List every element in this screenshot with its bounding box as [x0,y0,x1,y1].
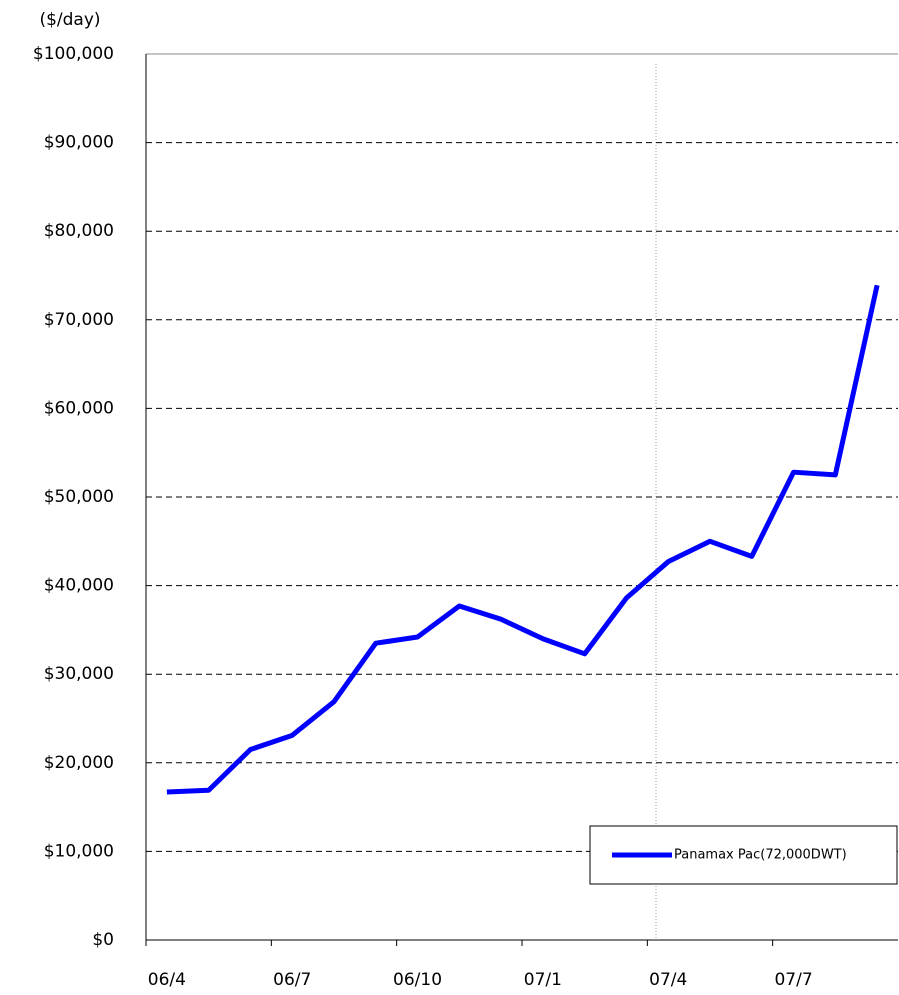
y-tick-label: $40,000 [44,576,114,596]
y-tick-label: $10,000 [44,841,114,861]
y-tick-label: $80,000 [44,221,114,241]
y-tick-label: $90,000 [44,133,114,153]
series-line [166,284,880,795]
x-tick-label: 07/7 [774,970,812,990]
y-tick-label: $60,000 [44,398,114,418]
y-tick-label: $50,000 [44,487,114,507]
y-tick-label: $0 [92,930,114,950]
y-tick-label: $20,000 [44,753,114,773]
y-tick-label: $70,000 [44,310,114,330]
x-tick-label: 06/10 [393,970,442,990]
x-tick-label: 06/4 [148,970,186,990]
y-tick-label: $100,000 [33,44,114,64]
y-axis-label: ($/day) [39,10,100,30]
x-tick-label: 07/4 [649,970,687,990]
x-tick-label: 06/7 [273,970,311,990]
y-tick-label: $30,000 [44,664,114,684]
x-tick-label: 07/1 [524,970,562,990]
legend-label: Panamax Pac(72,000DWT) [674,848,847,863]
